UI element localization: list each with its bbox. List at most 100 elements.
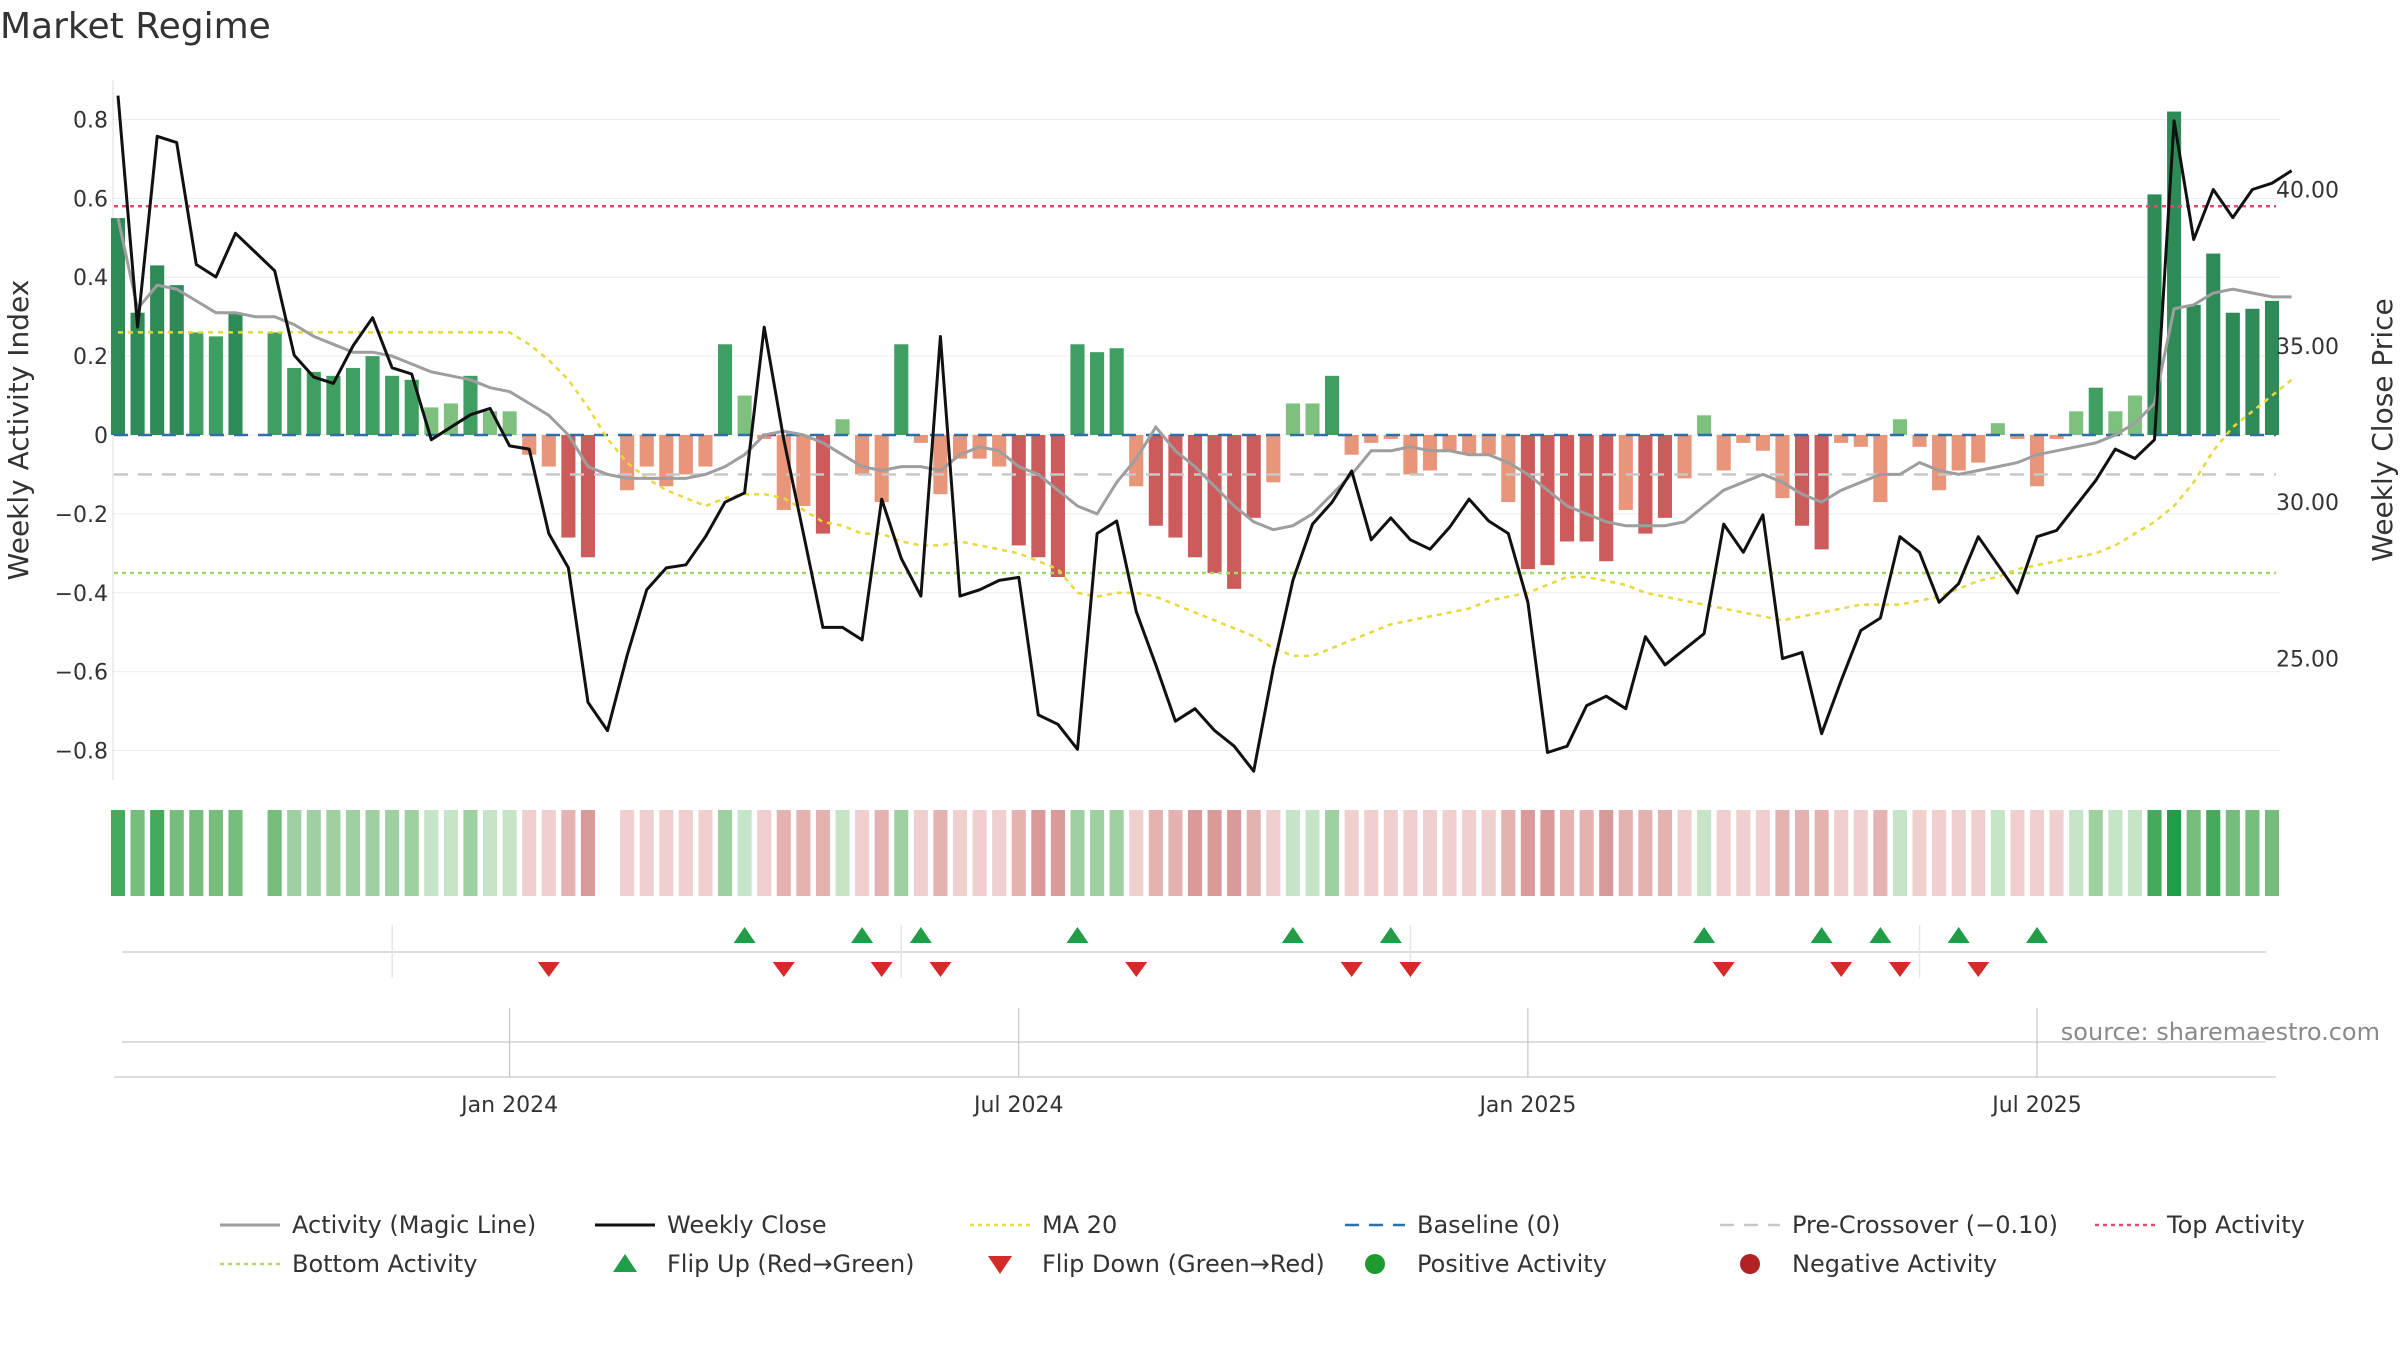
heat-cell bbox=[228, 810, 243, 896]
activity-bar bbox=[130, 312, 145, 435]
activity-bar bbox=[1442, 435, 1457, 451]
y-tick-left: −0.8 bbox=[55, 740, 108, 765]
heat-cell bbox=[130, 810, 145, 896]
heat-cell bbox=[835, 810, 850, 896]
y-tick-left: 0.6 bbox=[73, 187, 108, 212]
heat-cell bbox=[1912, 810, 1927, 896]
legend-swatch-pos bbox=[1365, 1254, 1385, 1274]
heat-cell bbox=[1011, 810, 1026, 896]
activity-bar bbox=[1266, 435, 1281, 483]
heat-cell bbox=[1501, 810, 1516, 896]
heat-cell bbox=[1442, 810, 1457, 896]
activity-bar bbox=[1716, 435, 1731, 471]
heat-cell bbox=[1560, 810, 1575, 896]
flip-up-marker bbox=[1066, 927, 1089, 943]
activity-bar bbox=[1618, 435, 1633, 510]
legend: Activity (Magic Line) Weekly Close MA 20 Ba… bbox=[220, 1211, 2305, 1278]
heat-cell bbox=[972, 810, 987, 896]
heat-cell bbox=[1971, 810, 1986, 896]
heat-cell bbox=[992, 810, 1007, 896]
y-tick-left: −0.4 bbox=[55, 582, 108, 607]
heat-cell bbox=[678, 810, 693, 896]
flip-down-marker bbox=[1888, 962, 1911, 977]
y-tick-left: −0.2 bbox=[55, 503, 108, 528]
heat-cell bbox=[365, 810, 380, 896]
activity-bar bbox=[1090, 352, 1105, 435]
activity-bar bbox=[1011, 435, 1026, 546]
activity-bar bbox=[2108, 411, 2123, 435]
heat-cell bbox=[933, 810, 948, 896]
activity-bar bbox=[1912, 435, 1927, 447]
y-tick-left: 0.2 bbox=[73, 345, 108, 370]
heat-cell bbox=[1853, 810, 1868, 896]
heat-cell bbox=[639, 810, 654, 896]
flip-down-marker bbox=[537, 962, 560, 977]
heat-cell bbox=[2167, 810, 2182, 896]
legend-label-magic: Activity (Magic Line) bbox=[292, 1211, 536, 1239]
legend-label-pos: Positive Activity bbox=[1417, 1250, 1607, 1278]
activity-bars bbox=[110, 111, 2280, 589]
y-tick-right: 40.00 bbox=[2276, 178, 2339, 203]
flip-up-marker bbox=[1810, 927, 1833, 943]
heat-cell bbox=[424, 810, 439, 896]
flip-up-marker bbox=[1869, 927, 1892, 943]
heat-cell bbox=[1403, 810, 1418, 896]
activity-bar bbox=[835, 419, 850, 435]
activity-bar bbox=[1951, 435, 1966, 471]
activity-bar bbox=[1834, 435, 1849, 443]
heat-cell bbox=[326, 810, 341, 896]
heat-cell bbox=[1344, 810, 1359, 896]
activity-bar bbox=[2049, 435, 2064, 439]
x-tick-label: Jan 2025 bbox=[1477, 1093, 1576, 1118]
activity-bar bbox=[345, 367, 361, 435]
activity-bar bbox=[463, 375, 478, 435]
activity-bar bbox=[1697, 415, 1712, 435]
activity-bar bbox=[1892, 419, 1907, 435]
flip-down-marker bbox=[772, 962, 795, 977]
x-tick-label: Jul 2025 bbox=[1990, 1093, 2082, 1118]
y-axis-right-label: Weekly Close Price bbox=[2366, 298, 2399, 561]
activity-bar bbox=[502, 411, 517, 435]
heat-cell bbox=[1207, 810, 1222, 896]
heat-cell bbox=[2264, 810, 2280, 896]
heat-cell bbox=[776, 810, 791, 896]
heat-cell bbox=[1638, 810, 1653, 896]
activity-bar bbox=[1187, 435, 1203, 558]
activity-bar bbox=[169, 285, 184, 435]
heat-cell bbox=[1932, 810, 1947, 896]
heat-cell bbox=[1794, 810, 1810, 896]
y-tick-right: 35.00 bbox=[2276, 335, 2339, 360]
flip-down-marker bbox=[1712, 962, 1735, 977]
heat-cell bbox=[1090, 810, 1105, 896]
activity-bar bbox=[150, 265, 165, 435]
heat-cell bbox=[2147, 810, 2162, 896]
activity-bar bbox=[1403, 435, 1418, 475]
heat-cell bbox=[522, 810, 537, 896]
y-tick-left: 0 bbox=[94, 424, 108, 449]
x-tick-label: Jan 2024 bbox=[459, 1093, 558, 1118]
heat-cell bbox=[1266, 810, 1281, 896]
activity-bar bbox=[267, 332, 282, 435]
heat-cell bbox=[1031, 810, 1046, 896]
flip-up-marker bbox=[2026, 927, 2049, 943]
activity-bar bbox=[1462, 435, 1477, 455]
activity-bar bbox=[189, 332, 204, 435]
flip-up-marker bbox=[1947, 927, 1970, 943]
heat-cell bbox=[1951, 810, 1966, 896]
heat-cell bbox=[2049, 810, 2064, 896]
activity-bar bbox=[1109, 348, 1124, 435]
heat-cell bbox=[463, 810, 478, 896]
activity-heat-strip bbox=[110, 810, 2280, 896]
legend-label-top: Top Activity bbox=[2166, 1211, 2305, 1239]
activity-bar bbox=[287, 367, 302, 435]
flip-down-marker bbox=[1830, 962, 1853, 977]
heat-cell bbox=[541, 810, 556, 896]
activity-bar bbox=[443, 403, 458, 435]
heat-cell bbox=[345, 810, 361, 896]
heat-cell bbox=[2245, 810, 2260, 896]
heat-cell bbox=[2225, 810, 2240, 896]
y-tick-right: 30.00 bbox=[2276, 491, 2339, 516]
activity-bar bbox=[2186, 304, 2201, 435]
reference-lines bbox=[114, 204, 2276, 575]
